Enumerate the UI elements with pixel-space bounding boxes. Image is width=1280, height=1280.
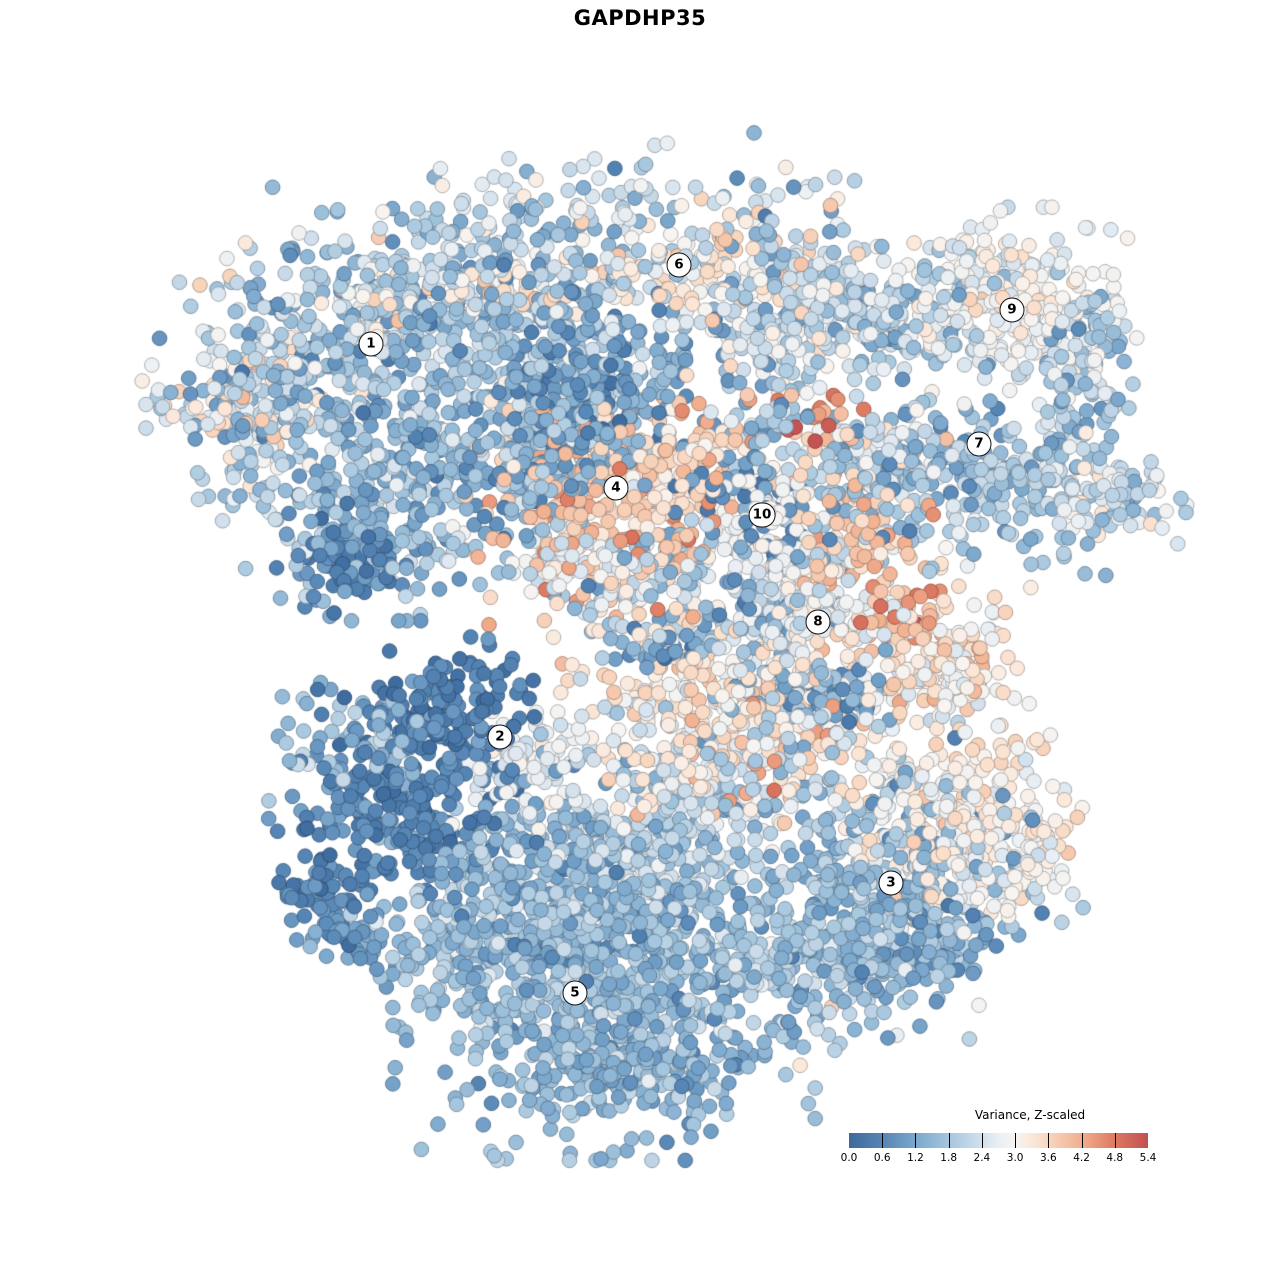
colorbar-tick-label: 0.0: [840, 1152, 858, 1164]
cluster-label-1: 1: [358, 331, 384, 357]
colorbar-tick-line: [981, 1133, 983, 1148]
cluster-label-7: 7: [966, 431, 992, 457]
colorbar-tick-line: [915, 1133, 917, 1148]
colorbar-tick-line: [1081, 1133, 1083, 1148]
colorbar-tick-label: 1.8: [940, 1152, 958, 1164]
colorbar-tick-line: [1015, 1133, 1017, 1148]
colorbar-tick-label: 3.6: [1039, 1152, 1057, 1164]
colorbar-tick-line: [1114, 1133, 1116, 1148]
colorbar-tick-label: 0.6: [873, 1152, 891, 1164]
cluster-label-3: 3: [878, 870, 904, 896]
cluster-label-6: 6: [666, 252, 692, 278]
colorbar-tick-label: 4.8: [1106, 1152, 1124, 1164]
cluster-label-8: 8: [805, 609, 831, 635]
colorbar-tick-line: [1048, 1133, 1050, 1148]
cluster-label-10: 10: [748, 502, 776, 528]
cluster-label-9: 9: [999, 297, 1025, 323]
colorbar-title: Variance, Z-scaled: [974, 1108, 1086, 1122]
colorbar-gradient: [849, 1133, 1148, 1148]
colorbar-tick-line: [948, 1133, 950, 1148]
cluster-label-2: 2: [487, 724, 513, 750]
colorbar-tick-line: [882, 1133, 884, 1148]
colorbar-tick-label: 1.2: [907, 1152, 924, 1164]
cluster-label-5: 5: [562, 980, 588, 1006]
colorbar-tick-label: 4.2: [1073, 1152, 1090, 1164]
colorbar-tick-label: 5.4: [1139, 1152, 1157, 1164]
colorbar-tick-label: 3.0: [1006, 1152, 1024, 1164]
colorbar-tick-label: 2.4: [973, 1152, 991, 1164]
cluster-label-4: 4: [603, 475, 629, 501]
